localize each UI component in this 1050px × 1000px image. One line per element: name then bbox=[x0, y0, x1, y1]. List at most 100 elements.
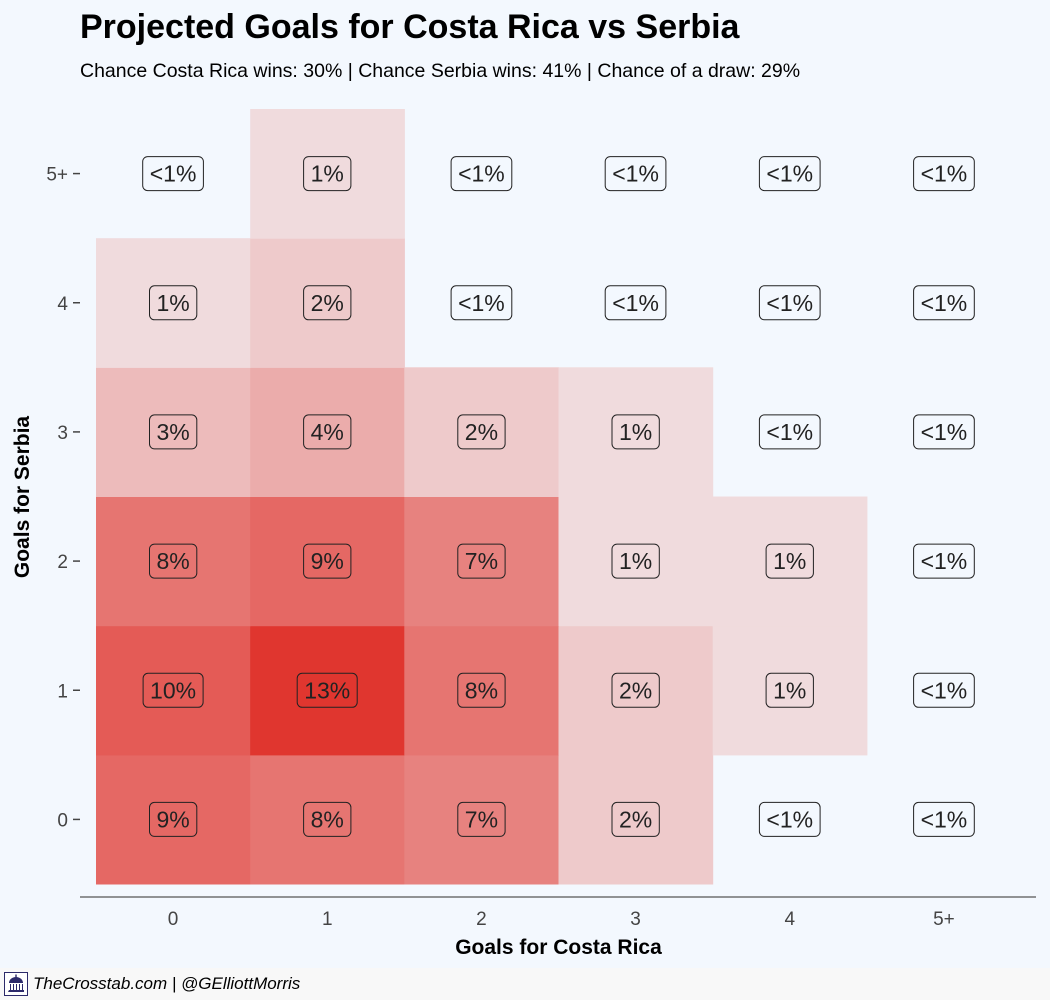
cell-label-text: 4% bbox=[311, 419, 344, 445]
cell-label-box bbox=[457, 801, 506, 837]
cell-label-box bbox=[913, 285, 975, 321]
cell-label: 1% bbox=[765, 672, 814, 708]
cell-label-text: <1% bbox=[150, 161, 197, 187]
cell-label-text: <1% bbox=[921, 806, 968, 832]
heatmap-cell bbox=[558, 754, 714, 885]
cell-label-box bbox=[913, 414, 975, 450]
chart-title: Projected Goals for Costa Rica vs Serbia bbox=[80, 8, 740, 46]
cell-label-box bbox=[149, 414, 198, 450]
cell-label-box bbox=[913, 672, 975, 708]
cell-label: <1% bbox=[913, 414, 975, 450]
cell-label: 3% bbox=[149, 414, 198, 450]
cell-label-box bbox=[142, 156, 204, 192]
capitol-logo-icon bbox=[4, 972, 28, 996]
cell-label: 2% bbox=[611, 672, 660, 708]
cell-label-box bbox=[303, 156, 352, 192]
heatmap-cell bbox=[96, 754, 251, 885]
cell-label-box bbox=[758, 156, 821, 192]
cell-label-text: 8% bbox=[311, 806, 344, 832]
cell-label-box bbox=[604, 156, 667, 192]
cell-label: <1% bbox=[758, 801, 821, 837]
cell-label: 1% bbox=[611, 414, 660, 450]
cell-label: 8% bbox=[149, 543, 198, 579]
cell-label-box bbox=[611, 672, 660, 708]
cell-label-box bbox=[457, 414, 506, 450]
cell-label-text: <1% bbox=[458, 290, 505, 316]
cell-label: 8% bbox=[457, 672, 506, 708]
cell-label-text: 1% bbox=[773, 677, 806, 703]
y-tick-label: 0 bbox=[57, 810, 68, 831]
y-tick-label: 4 bbox=[57, 294, 68, 315]
y-tick-label: 1 bbox=[57, 681, 68, 702]
cell-label-text: <1% bbox=[921, 548, 968, 574]
cell-label-box bbox=[457, 543, 506, 579]
cell-label-box bbox=[765, 543, 814, 579]
cell-label-text: 2% bbox=[465, 419, 498, 445]
heatmap-cell bbox=[250, 625, 405, 756]
cell-label: <1% bbox=[450, 156, 513, 192]
heatmap-cell bbox=[250, 238, 405, 368]
cell-label-box bbox=[913, 156, 975, 192]
heatmap-cell bbox=[96, 238, 251, 368]
cell-label-box bbox=[142, 672, 204, 708]
y-tick-label: 5+ bbox=[46, 165, 68, 186]
cell-label-box bbox=[604, 285, 667, 321]
cell-label-box bbox=[303, 801, 352, 837]
cell-label-text: 2% bbox=[619, 806, 652, 832]
cell-label: <1% bbox=[913, 543, 975, 579]
heatmap-cell bbox=[96, 367, 251, 497]
cell-label: 2% bbox=[303, 285, 352, 321]
x-tick-label: 5+ bbox=[933, 909, 955, 930]
cell-label: 9% bbox=[149, 801, 198, 837]
cell-labels: 9% 8% 7% 2% <1% <1% 10% 13% 8% 2% 1% <1% 8% 9% 7% 1% 1% <… bbox=[142, 156, 975, 837]
heatmap-cell bbox=[96, 625, 251, 756]
cell-label-text: <1% bbox=[766, 161, 813, 187]
heatmap-cell bbox=[404, 496, 559, 627]
cell-label: 1% bbox=[149, 285, 198, 321]
cell-label: <1% bbox=[913, 285, 975, 321]
heatmap-cell bbox=[404, 367, 559, 497]
cell-label: <1% bbox=[450, 285, 513, 321]
heatmap-cell bbox=[558, 496, 714, 627]
cell-label: <1% bbox=[913, 672, 975, 708]
cell-label-text: 9% bbox=[156, 806, 189, 832]
cell-label-box bbox=[765, 672, 814, 708]
cell-label-text: 3% bbox=[156, 419, 189, 445]
heatmap-cell bbox=[712, 625, 868, 756]
cell-label: 2% bbox=[611, 801, 660, 837]
cell-label-box bbox=[149, 285, 198, 321]
cell-label: <1% bbox=[758, 414, 821, 450]
cell-label: 13% bbox=[296, 672, 358, 708]
cell-label-box bbox=[149, 801, 198, 837]
cell-label: <1% bbox=[758, 156, 821, 192]
x-tick-label: 3 bbox=[630, 909, 641, 930]
cell-label-text: 9% bbox=[311, 548, 344, 574]
cell-label-text: 1% bbox=[619, 548, 652, 574]
heatmap-cell bbox=[250, 367, 405, 497]
cell-label-box bbox=[913, 801, 975, 837]
heatmap-cell bbox=[558, 625, 714, 756]
cell-label-box bbox=[450, 285, 513, 321]
chart-subtitle: Chance Costa Rica wins: 30% | Chance Ser… bbox=[80, 60, 801, 82]
footer-credit: TheCrosstab.com | @GElliottMorris bbox=[33, 974, 301, 993]
cell-label: <1% bbox=[142, 156, 204, 192]
cell-label: <1% bbox=[913, 156, 975, 192]
cell-label-box bbox=[758, 285, 821, 321]
cell-label-box bbox=[303, 414, 352, 450]
cell-label-box bbox=[913, 543, 975, 579]
cell-label: <1% bbox=[758, 285, 821, 321]
y-tick-label: 2 bbox=[57, 552, 68, 573]
cell-label-text: 7% bbox=[465, 548, 498, 574]
cell-label-text: 1% bbox=[156, 290, 189, 316]
cell-label-box bbox=[758, 414, 821, 450]
cell-label-box bbox=[149, 543, 198, 579]
cell-label-text: <1% bbox=[612, 161, 659, 187]
cell-label-box bbox=[296, 672, 358, 708]
cell-label-text: <1% bbox=[458, 161, 505, 187]
cell-label-text: 2% bbox=[311, 290, 344, 316]
heatmap-cell bbox=[404, 625, 559, 756]
footer: TheCrosstab.com | @GElliottMorris bbox=[0, 968, 1050, 1000]
cell-label-text: 1% bbox=[619, 419, 652, 445]
cell-label: 1% bbox=[303, 156, 352, 192]
